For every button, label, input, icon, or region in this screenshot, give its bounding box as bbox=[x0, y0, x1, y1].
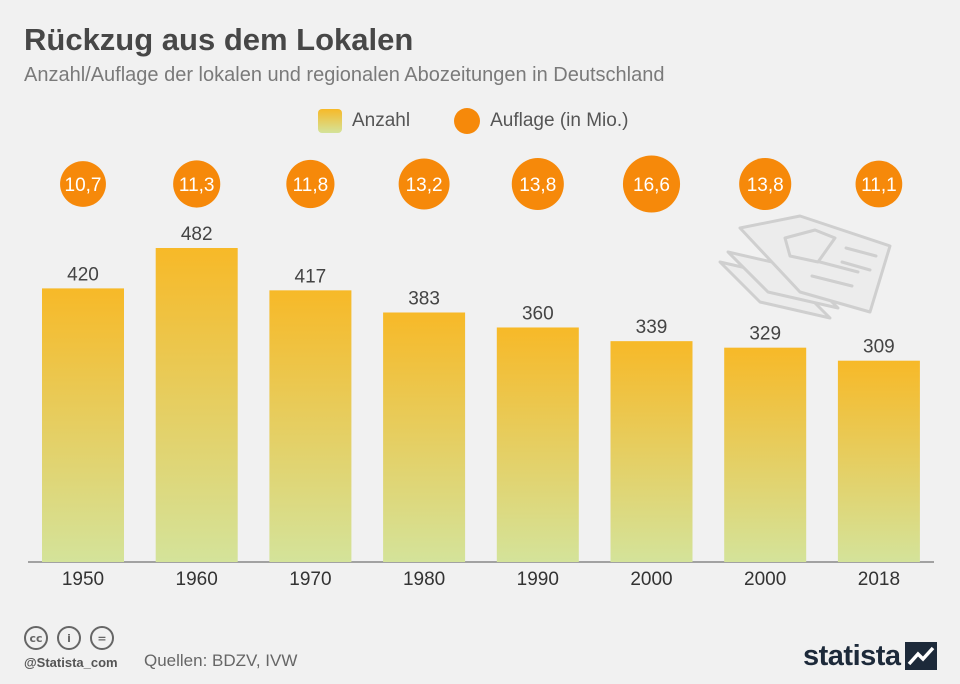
circulation-value-label: 11,3 bbox=[179, 175, 215, 196]
chart-legend: Anzahl Auflage (in Mio.) bbox=[318, 108, 672, 134]
legend-item-auflage: Auflage (in Mio.) bbox=[454, 108, 628, 134]
cc-icon: cc bbox=[24, 626, 48, 650]
legend-label-anzahl: Anzahl bbox=[352, 110, 411, 131]
chart-title: Rückzug aus dem Lokalen bbox=[24, 22, 414, 57]
circulation-value-label: 11,8 bbox=[293, 175, 329, 196]
circulation-value-label: 13,8 bbox=[519, 175, 556, 196]
bar-value-label: 482 bbox=[181, 224, 213, 245]
circulation-bubble bbox=[622, 155, 681, 213]
circulation-value-label: 10,7 bbox=[65, 175, 102, 196]
legend-swatch-bar bbox=[318, 109, 342, 133]
circulation-bubble bbox=[855, 160, 903, 208]
x-tick-label: 2000 bbox=[630, 569, 672, 590]
statista-logo-icon[interactable] bbox=[905, 642, 937, 670]
circulation-value-label: 16,6 bbox=[633, 175, 670, 196]
bar-1 bbox=[155, 248, 238, 562]
bar-value-label: 383 bbox=[408, 288, 440, 309]
bar-7 bbox=[837, 360, 920, 562]
circulation-bubble bbox=[60, 161, 106, 207]
bar-2 bbox=[269, 290, 352, 562]
x-tick-label: 1950 bbox=[62, 569, 104, 590]
bar-0 bbox=[42, 288, 124, 562]
no-derivatives-icon: = bbox=[90, 626, 114, 650]
x-tick-label: 1980 bbox=[403, 569, 445, 590]
bar-3 bbox=[383, 312, 466, 562]
twitter-handle: @Statista_com bbox=[24, 655, 118, 670]
x-tick-label: 1970 bbox=[289, 569, 331, 590]
circulation-bubble bbox=[286, 159, 335, 209]
bar-value-label: 360 bbox=[522, 303, 554, 324]
bar-4 bbox=[496, 327, 579, 562]
legend-item-anzahl: Anzahl bbox=[318, 109, 410, 133]
circulation-bubble bbox=[739, 157, 792, 211]
bar-value-label: 329 bbox=[749, 324, 781, 345]
chart-subtitle: Anzahl/Auflage der lokalen und regionale… bbox=[24, 64, 665, 86]
legend-label-auflage: Auflage (in Mio.) bbox=[490, 110, 629, 131]
newspaper-icon bbox=[718, 214, 892, 320]
bar-6 bbox=[724, 347, 807, 562]
x-tick-label: 1990 bbox=[517, 569, 559, 590]
circulation-bubble bbox=[511, 157, 564, 211]
circulation-value-label: 11,1 bbox=[861, 175, 897, 196]
bar-value-label: 417 bbox=[295, 266, 327, 287]
statista-logo-text[interactable]: statista bbox=[803, 640, 901, 672]
x-tick-label: 2018 bbox=[858, 569, 900, 590]
circulation-bubble bbox=[398, 158, 450, 210]
legend-swatch-circle bbox=[454, 108, 481, 134]
license-icons: cc i = bbox=[24, 626, 123, 650]
x-tick-label: 1960 bbox=[176, 569, 218, 590]
bar-value-label: 420 bbox=[67, 264, 99, 285]
bar-value-label: 309 bbox=[863, 337, 895, 358]
circulation-value-label: 13,2 bbox=[406, 175, 443, 196]
source-note: Quellen: BDZV, IVW bbox=[144, 651, 298, 670]
bar-value-label: 339 bbox=[636, 317, 668, 338]
attribution-icon: i bbox=[57, 626, 81, 650]
circulation-value-label: 13,8 bbox=[747, 175, 784, 196]
x-tick-label: 2000 bbox=[744, 569, 786, 590]
circulation-bubble bbox=[173, 160, 221, 208]
bar-5 bbox=[610, 341, 693, 562]
